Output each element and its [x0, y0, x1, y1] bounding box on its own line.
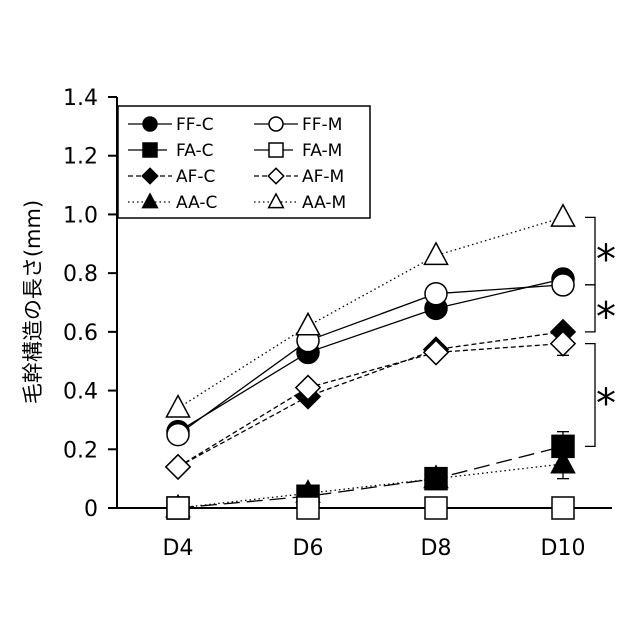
- data-point-aa-m: [551, 205, 574, 226]
- legend-marker-ff-c: [143, 117, 157, 131]
- legend-label-af-m: AF-M: [302, 167, 344, 187]
- significance-bracket: [585, 217, 595, 285]
- data-point-af-m: [166, 455, 190, 479]
- y-tick-label: 0: [84, 497, 98, 522]
- y-tick-label: 0.6: [63, 321, 98, 346]
- significance-star: *: [596, 294, 616, 340]
- legend-label-ff-c: FF-C: [176, 115, 214, 135]
- y-ticks: 0 0.2 0.4 0.6 0.8 1.0 1.2 1.4: [63, 86, 117, 522]
- data-point-fa-m: [425, 497, 447, 519]
- series-line-ff-m: [178, 285, 563, 435]
- significance-annotations: * * *: [585, 217, 616, 446]
- legend-label-af-c: AF-C: [176, 167, 215, 187]
- series-markers: [166, 205, 575, 519]
- data-point-ff-m: [552, 274, 574, 296]
- significance-star: *: [596, 237, 616, 283]
- y-tick-label: 0.8: [63, 262, 98, 287]
- legend: FF-C FF-M FA-C FA-M AF-C AF-M AA-C AA-M: [118, 106, 370, 218]
- x-tick-label: D4: [163, 536, 194, 561]
- data-point-fa-m: [167, 497, 189, 519]
- x-tick-label: D10: [541, 536, 586, 561]
- series-line-fa-c: [178, 446, 563, 508]
- x-tick-label: D6: [293, 536, 324, 561]
- series-line-af-c: [178, 332, 563, 467]
- legend-marker-fa-c: [143, 143, 157, 157]
- legend-label-fa-c: FA-C: [176, 141, 213, 161]
- legend-marker-fa-m: [269, 143, 283, 157]
- data-point-ff-m: [425, 283, 447, 305]
- x-ticks: D4 D6 D8 D10: [163, 508, 586, 561]
- significance-bracket: [585, 344, 595, 447]
- legend-label-aa-m: AA-M: [302, 193, 346, 213]
- series-line-af-m: [178, 344, 563, 467]
- x-tick-label: D8: [421, 536, 452, 561]
- legend-label-fa-m: FA-M: [302, 141, 342, 161]
- data-point-aa-m: [296, 313, 319, 334]
- legend-marker-ff-m: [269, 117, 283, 131]
- legend-label-aa-c: AA-C: [176, 193, 217, 213]
- y-tick-label: 0.4: [63, 380, 98, 405]
- data-point-aa-m: [424, 243, 447, 264]
- data-point-af-m: [424, 340, 448, 364]
- y-tick-label: 1.2: [63, 145, 98, 170]
- series-line-aa-m: [178, 217, 563, 408]
- series-lines: [178, 217, 569, 508]
- data-point-fa-m: [297, 497, 319, 519]
- y-axis-label: 毛幹構造の長さ(mm): [21, 200, 45, 404]
- data-point-aa-m: [166, 396, 189, 417]
- y-tick-label: 1.0: [63, 203, 98, 228]
- data-point-ff-m: [167, 424, 189, 446]
- data-point-fa-m: [552, 497, 574, 519]
- y-tick-label: 1.4: [63, 86, 98, 111]
- significance-bracket: [585, 285, 595, 332]
- legend-label-ff-m: FF-M: [302, 115, 342, 135]
- series-line-ff-c: [178, 279, 563, 432]
- y-tick-label: 0.2: [63, 438, 98, 463]
- series-line-aa-c: [178, 464, 563, 508]
- significance-star: *: [596, 381, 616, 427]
